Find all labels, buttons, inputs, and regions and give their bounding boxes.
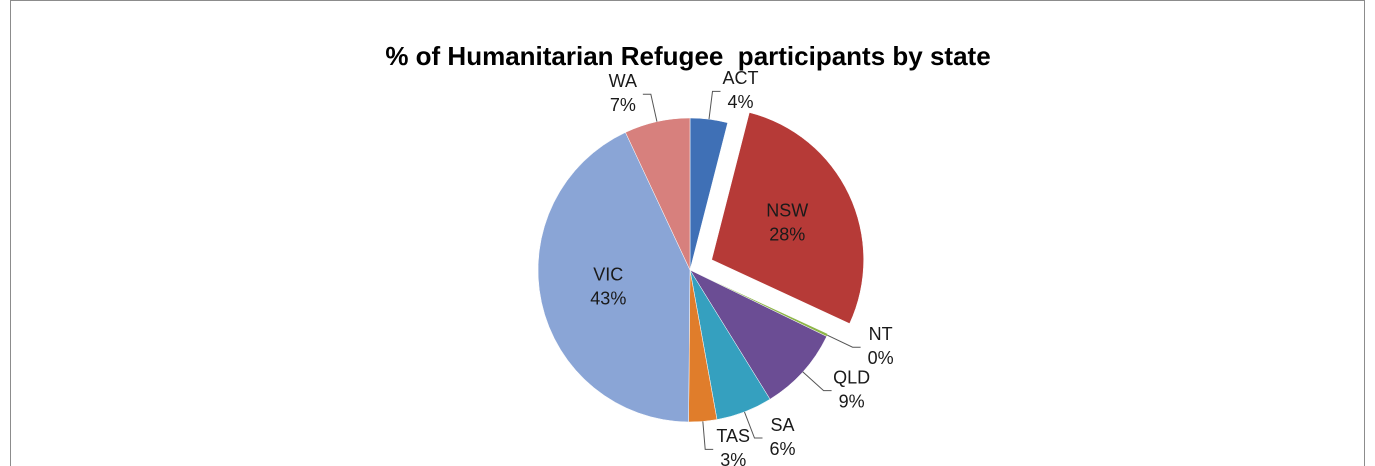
- slice-label: WA: [609, 71, 637, 91]
- slice-value-label: 7%: [610, 95, 636, 115]
- slice-label: VIC: [593, 265, 623, 285]
- slice-value-label: 43%: [590, 289, 626, 309]
- slice-label: NT: [869, 324, 893, 344]
- leader-line: [827, 334, 861, 348]
- leader-line: [743, 411, 763, 439]
- pie-slice: [625, 117, 691, 271]
- slice-value-label: 28%: [769, 225, 805, 245]
- slice-value-label: 9%: [839, 391, 865, 411]
- slice-label: TAS: [716, 426, 750, 446]
- pie-slice: [537, 132, 691, 423]
- pie-slice: [711, 112, 864, 324]
- slice-value-label: 6%: [769, 439, 795, 459]
- pie-slice: [689, 269, 828, 400]
- leader-line: [702, 421, 714, 450]
- slice-value-label: 4%: [727, 92, 753, 112]
- slice-label: SA: [770, 415, 794, 435]
- slice-value-label: 3%: [720, 450, 746, 466]
- slice-label: NSW: [766, 201, 808, 221]
- slice-value-label: 0%: [868, 348, 894, 368]
- slice-label: QLD: [833, 367, 870, 387]
- leader-line: [708, 90, 721, 120]
- slice-label: ACT: [722, 68, 758, 88]
- leader-line: [642, 93, 658, 122]
- chart-title: % of Humanitarian Refugee participants b…: [385, 41, 990, 71]
- leader-line: [802, 371, 832, 392]
